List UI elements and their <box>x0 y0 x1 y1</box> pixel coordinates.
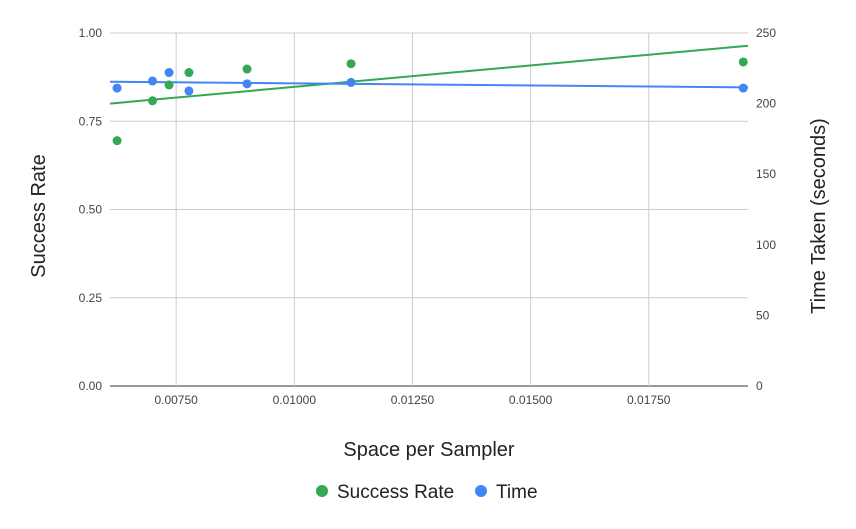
left-y-axis-ticks: 0.00 0.25 0.50 0.75 1.00 <box>79 26 103 393</box>
left-y-tick-label: 0.25 <box>79 291 103 305</box>
x-tick-label: 0.01500 <box>509 393 553 407</box>
right-y-axis-ticks: 0 50 100 150 200 250 <box>756 26 776 393</box>
x-axis-title: Space per Sampler <box>343 439 515 461</box>
point-time <box>346 77 356 87</box>
right-y-tick-label: 100 <box>756 238 776 252</box>
point-success-rate <box>184 68 194 78</box>
left-y-tick-label: 0.00 <box>79 379 103 393</box>
data-points <box>112 57 748 146</box>
right-y-tick-label: 250 <box>756 26 776 40</box>
point-success-rate <box>738 57 748 67</box>
point-success-rate <box>346 59 356 69</box>
point-time <box>184 86 194 96</box>
point-success-rate <box>148 96 158 106</box>
point-time <box>112 83 122 93</box>
point-time <box>242 79 252 89</box>
trendline-time <box>109 80 749 89</box>
trendlines <box>109 44 749 105</box>
x-tick-label: 0.00750 <box>154 393 198 407</box>
legend-label-time: Time <box>496 482 538 503</box>
x-tick-label: 0.01250 <box>391 393 435 407</box>
right-y-axis-title: Time Taken (seconds) <box>808 118 830 314</box>
right-y-tick-label: 150 <box>756 167 776 181</box>
left-y-tick-label: 0.75 <box>79 114 103 128</box>
x-axis-ticks: 0.00750 0.01000 0.01250 0.01500 0.01750 <box>154 393 670 407</box>
point-success-rate <box>164 80 174 90</box>
point-success-rate <box>112 136 122 146</box>
point-success-rate <box>242 64 252 74</box>
trendline-success-rate <box>109 44 749 105</box>
x-tick-label: 0.01000 <box>273 393 317 407</box>
right-y-tick-label: 0 <box>756 379 763 393</box>
right-y-tick-label: 200 <box>756 97 776 111</box>
x-tick-label: 0.01750 <box>627 393 671 407</box>
left-y-axis-title: Success Rate <box>28 154 50 277</box>
gridlines <box>110 32 748 387</box>
legend-label-success-rate: Success Rate <box>337 482 454 503</box>
left-y-tick-label: 1.00 <box>79 26 103 40</box>
point-time <box>164 68 174 78</box>
legend-marker-success-rate <box>316 485 328 497</box>
point-time <box>148 76 158 86</box>
legend-marker-time <box>475 485 487 497</box>
point-time <box>738 83 748 93</box>
right-y-tick-label: 50 <box>756 308 770 322</box>
left-y-tick-label: 0.50 <box>79 203 103 217</box>
legend: Success Rate Time <box>316 482 538 503</box>
